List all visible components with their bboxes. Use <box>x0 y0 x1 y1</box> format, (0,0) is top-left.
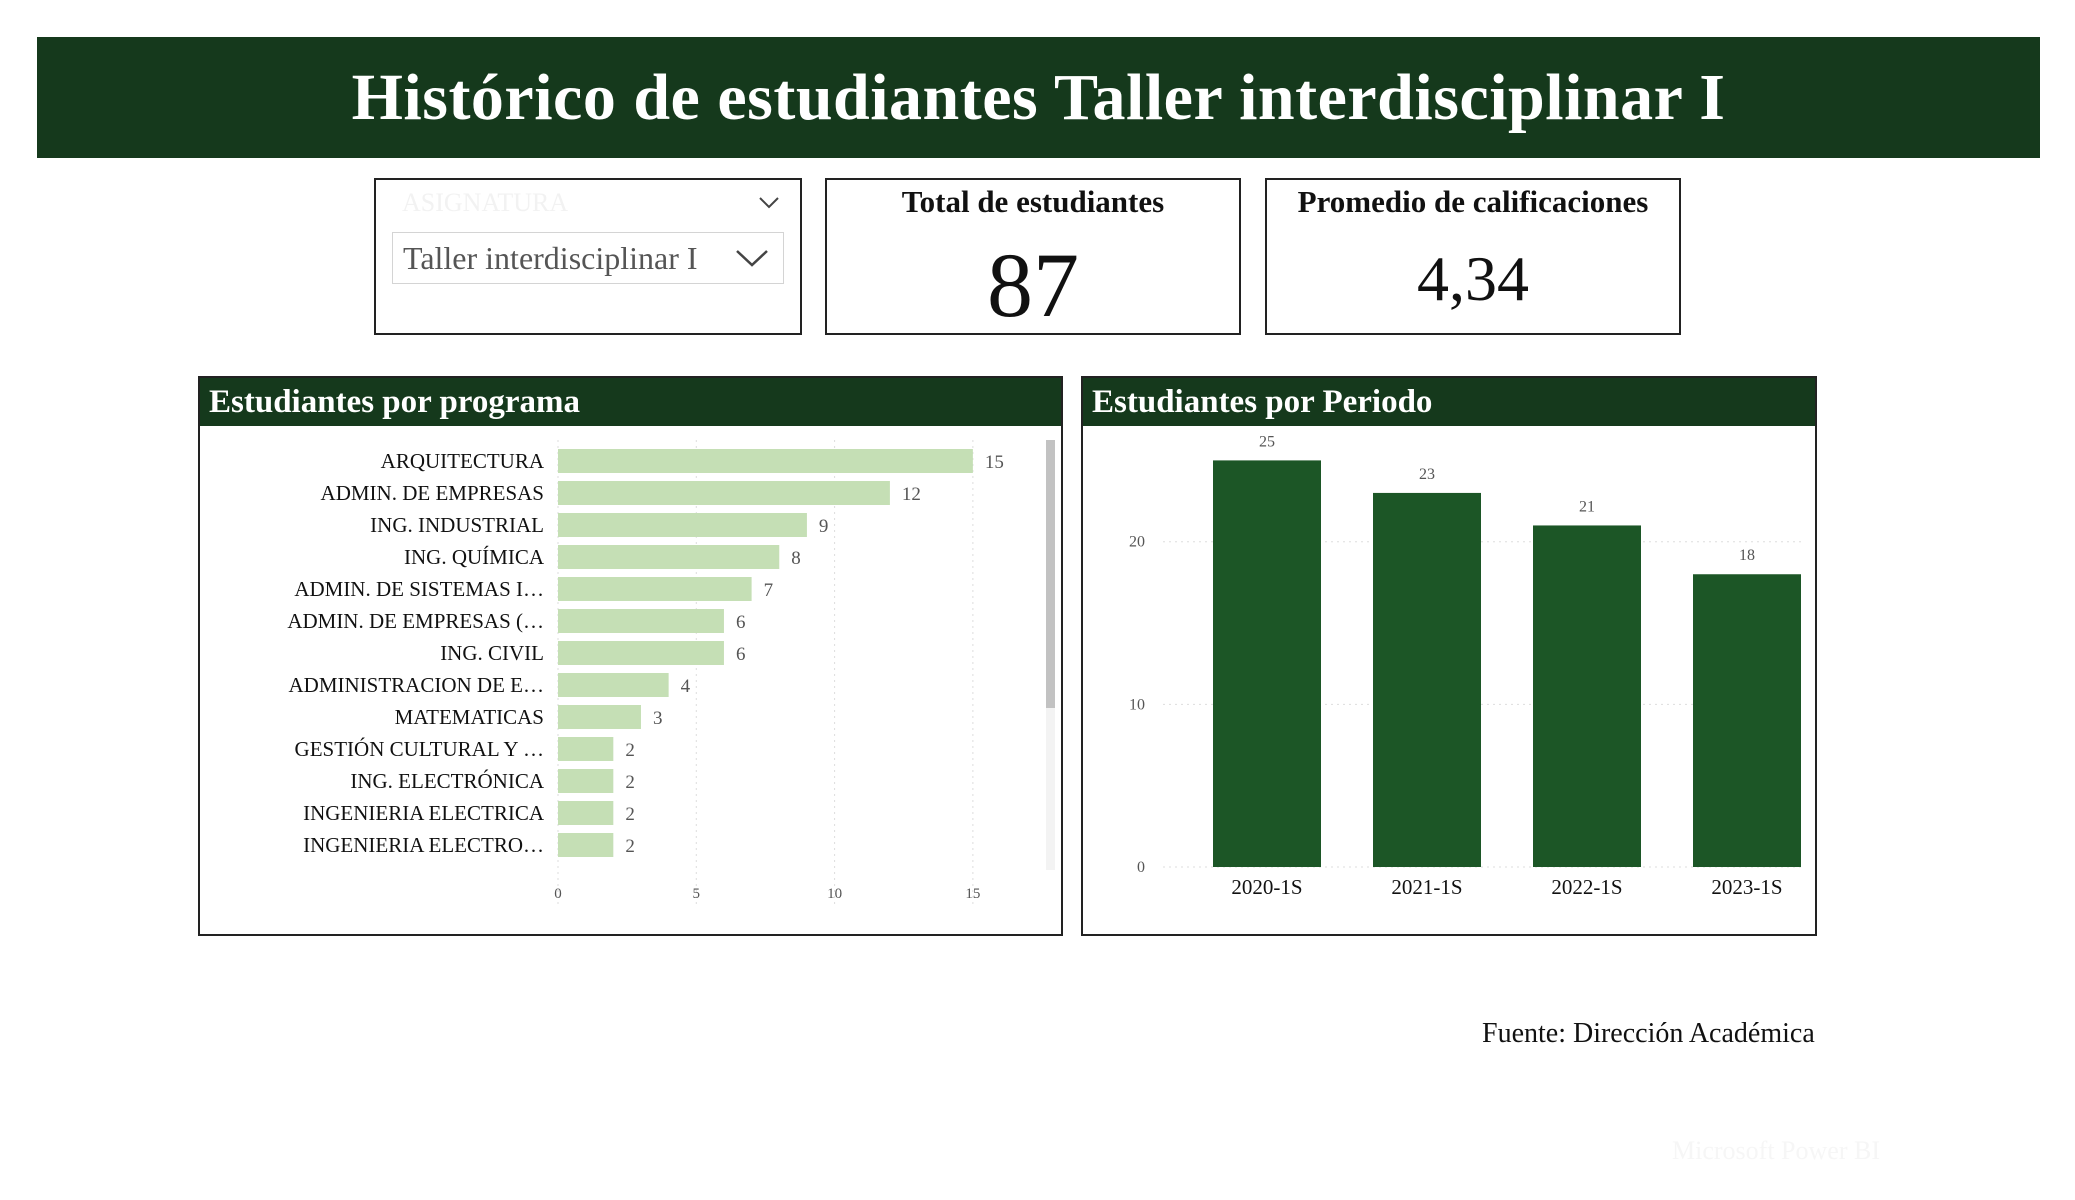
data-label: 25 <box>1259 433 1275 450</box>
bar <box>558 545 780 569</box>
page-title: Histórico de estudiantes Taller interdis… <box>351 60 1726 134</box>
source-note: Fuente: Dirección Académica <box>1482 1018 1815 1049</box>
y-category-label: GESTIÓN CULTURAL Y … <box>295 737 544 761</box>
data-label: 2 <box>625 772 635 793</box>
chart-periodo: 0 10 20 25 2020-1S 23 2021-1S 21 2022-1S 18 2023-1… <box>1129 433 1803 899</box>
bar <box>1533 525 1641 867</box>
x-category-label: 2020-1S <box>1231 875 1302 899</box>
x-category-label: 2022-1S <box>1551 875 1622 899</box>
bar <box>558 801 614 825</box>
bar <box>558 769 614 793</box>
x-tick-label: 0 <box>554 886 562 902</box>
x-tick-label: 10 <box>827 886 842 902</box>
x-category-label: 2023-1S <box>1711 875 1782 899</box>
bar <box>558 673 669 697</box>
data-label: 23 <box>1419 466 1435 483</box>
y-category-label: MATEMATICAS <box>395 705 544 729</box>
bar <box>558 449 973 473</box>
data-label: 4 <box>681 676 691 697</box>
kpi-card-average: Promedio de calificaciones 4,34 <box>1265 178 1681 335</box>
data-label: 7 <box>764 580 774 601</box>
chevron-down-icon[interactable] <box>758 196 780 210</box>
y-category-label: ADMIN. DE EMPRESAS <box>321 481 544 505</box>
x-tick-label: 15 <box>965 886 980 902</box>
data-label: 3 <box>653 708 663 729</box>
bar <box>558 577 752 601</box>
bar <box>558 737 614 761</box>
y-category-label: ING. CIVIL <box>440 641 544 665</box>
bar <box>558 609 724 633</box>
x-category-label: 2021-1S <box>1391 875 1462 899</box>
x-tick-label: 5 <box>693 886 701 902</box>
slicer-selected-value: Taller interdisciplinar I <box>403 239 698 276</box>
bar <box>558 481 890 505</box>
kpi-average-label: Promedio de calificaciones <box>1297 184 1649 219</box>
y-tick-label: 0 <box>1137 859 1145 876</box>
y-category-label: ADMINISTRACION DE E… <box>289 673 545 697</box>
bar <box>558 641 724 665</box>
data-label: 8 <box>791 548 801 569</box>
slicer-header: ASIGNATURA <box>402 188 780 218</box>
scrollbar-thumb[interactable] <box>1046 440 1055 708</box>
bar <box>558 833 614 857</box>
data-label: 2 <box>625 740 635 761</box>
data-label: 2 <box>625 804 635 825</box>
chart-programa: 0 5 10 15 ARQUITECTURA 15 ADMIN. DE EMPRESAS 12… <box>287 440 1055 904</box>
kpi-total-value: 87 <box>987 234 1079 336</box>
chart-title-periodo: Estudiantes por Periodo <box>1083 378 1815 426</box>
watermark: Microsoft Power BI <box>1672 1136 1880 1165</box>
y-tick-label: 10 <box>1129 696 1145 713</box>
y-category-label: ARQUITECTURA <box>381 449 545 473</box>
kpi-average-value: 4,34 <box>1417 243 1529 314</box>
bar <box>1693 574 1801 867</box>
data-label: 18 <box>1739 547 1755 564</box>
title-banner: Histórico de estudiantes Taller interdis… <box>37 37 2040 158</box>
data-label: 6 <box>736 612 746 633</box>
data-label: 9 <box>819 516 829 537</box>
kpi-total-label: Total de estudiantes <box>901 184 1165 219</box>
bar <box>558 513 807 537</box>
slicer-dropdown[interactable]: Taller interdisciplinar I <box>392 232 784 284</box>
data-label: 2 <box>625 836 635 857</box>
y-category-label: ING. ELECTRÓNICA <box>350 769 544 793</box>
y-category-label: ING. INDUSTRIAL <box>370 513 544 537</box>
bar <box>1373 492 1481 867</box>
bar <box>558 705 641 729</box>
data-label: 12 <box>902 484 921 505</box>
data-label: 6 <box>736 644 746 665</box>
y-category-label: ADMIN. DE SISTEMAS I… <box>294 577 544 601</box>
chart-title-programa: Estudiantes por programa <box>200 378 1061 426</box>
data-label: 15 <box>985 452 1004 473</box>
kpi-card-total: Total de estudiantes 87 <box>825 178 1241 336</box>
data-label: 21 <box>1579 498 1595 515</box>
chevron-down-icon[interactable] <box>735 248 769 268</box>
y-tick-label: 20 <box>1129 534 1145 551</box>
chart-panel-programa: Estudiantes por programa 0 5 10 15 ARQUITECT… <box>198 376 1063 936</box>
y-category-label: INGENIERIA ELECTRO… <box>303 833 544 857</box>
y-category-label: INGENIERIA ELECTRICA <box>303 801 545 825</box>
y-category-label: ING. QUÍMICA <box>404 545 545 569</box>
chart-panel-periodo: Estudiantes por Periodo 0 10 20 25 2020-1S 23… <box>1081 376 1817 936</box>
y-category-label: ADMIN. DE EMPRESAS (… <box>287 609 544 633</box>
bar <box>1213 460 1321 867</box>
slicer-header-label: ASIGNATURA <box>402 188 569 217</box>
asignatura-slicer[interactable]: ASIGNATURA Taller interdisciplinar I <box>374 178 802 335</box>
